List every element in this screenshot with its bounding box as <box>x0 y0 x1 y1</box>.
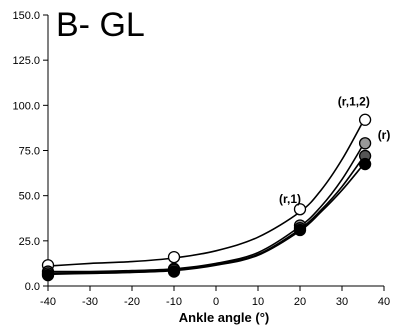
data-point <box>358 157 372 171</box>
annotation-label: (r,1) <box>279 192 301 206</box>
x-tick-label: 40 <box>378 296 390 308</box>
x-tick-label: -40 <box>40 296 56 308</box>
x-tick-label: -10 <box>166 296 182 308</box>
x-tick-label: 0 <box>213 296 219 308</box>
annotation-label: (r,1,2) <box>338 94 370 108</box>
x-axis-title: Ankle angle (°) <box>179 310 269 325</box>
y-tick-label: 100.0 <box>12 100 40 112</box>
series-line-3 <box>47 164 364 276</box>
series-line-0 <box>47 121 364 267</box>
axes: 0.0 25.0 50.0 75.0 100.0 125.0 150.0 -40 -30 -20 -… <box>12 10 390 308</box>
x-tick-label: -30 <box>82 296 98 308</box>
data-point <box>358 137 372 150</box>
y-tick-label: 125.0 <box>12 55 40 67</box>
series-points <box>41 113 372 282</box>
x-tick-label: 10 <box>252 296 264 308</box>
x-tick-label: 20 <box>294 296 306 308</box>
y-tick-label: 75.0 <box>19 146 40 158</box>
y-tick-label: 0.0 <box>25 281 40 293</box>
y-tick-label: 50.0 <box>19 191 40 203</box>
annotations: (r,1,2) (r) (r,1) <box>279 94 390 206</box>
series-line-1 <box>47 144 364 273</box>
chart-title: B- GL <box>56 6 145 44</box>
x-tick-label: -20 <box>124 296 140 308</box>
series-line-2 <box>47 157 364 275</box>
data-point <box>293 203 307 216</box>
x-tick-label: 30 <box>336 296 348 308</box>
data-point <box>293 223 307 237</box>
data-point <box>41 269 55 282</box>
annotation-label: (r) <box>378 128 391 142</box>
data-point <box>358 113 372 126</box>
series-lines <box>47 121 364 276</box>
data-point <box>167 265 181 278</box>
y-tick-label: 25.0 <box>19 236 40 248</box>
y-tick-label: 150.0 <box>12 10 40 22</box>
data-point <box>167 250 181 264</box>
